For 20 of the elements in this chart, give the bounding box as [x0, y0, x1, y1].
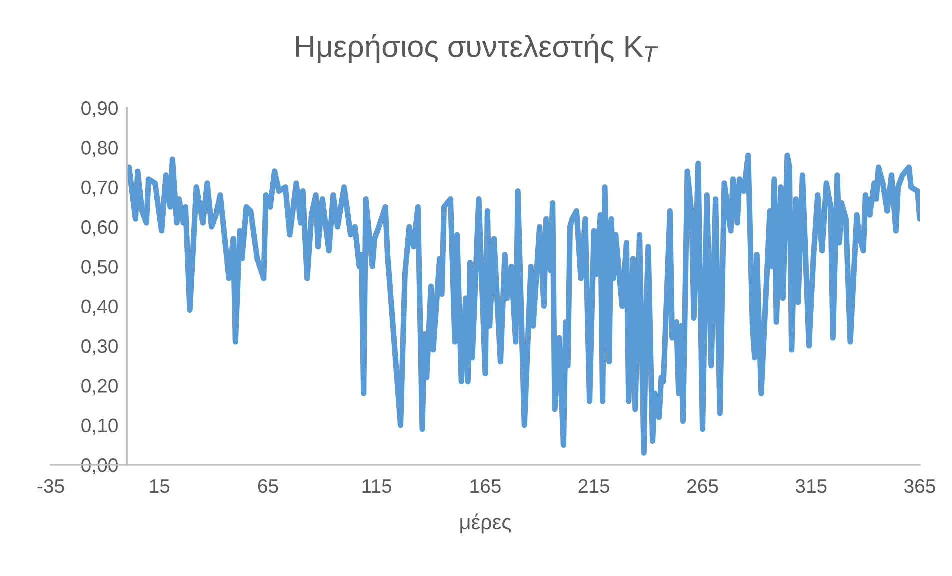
x-tick-label: 115	[362, 480, 392, 494]
x-tick-label: 215	[578, 479, 610, 494]
y-tick-label: 0,70	[82, 180, 118, 197]
x-tick-label: 65	[258, 479, 278, 494]
y-tick-label: 0,80	[82, 141, 118, 158]
x-axis-title: μέρες	[460, 514, 512, 534]
x-tick-label: 265	[688, 479, 718, 494]
chart-title: Ημερήσιος συντελεστής K$_{T}$	[296, 34, 658, 64]
y-tick-label: 0,20	[82, 379, 118, 396]
x-tick-label: 315	[796, 479, 827, 494]
y-tick-label: 0,50	[82, 260, 118, 276]
y-tick-label: 0,60	[82, 220, 118, 237]
y-tick-label: 0,40	[82, 300, 118, 316]
x-tick-label: -35	[38, 479, 64, 494]
x-tick-label: 15	[150, 480, 170, 494]
x-tick-label: 365	[904, 479, 936, 494]
y-tick-label: 0,30	[82, 339, 118, 356]
x-tick-label: 165	[470, 479, 501, 494]
y-tick-label: 0,90	[82, 101, 118, 118]
y-tick-label: 0,10	[82, 418, 118, 435]
